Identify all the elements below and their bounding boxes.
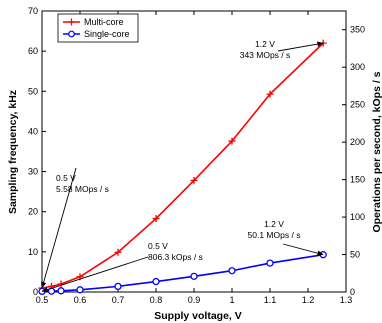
- x-tick-label: 0.6: [74, 295, 87, 305]
- y-tick-label: 60: [28, 46, 38, 56]
- annotation-text: 0.5 V 806.3 kOps / s: [148, 241, 203, 262]
- annotation-arrow: [41, 256, 149, 293]
- x-tick-label: 1: [229, 295, 234, 305]
- annotation-arrow: [277, 41, 324, 52]
- y-tick-label: 0: [33, 287, 38, 297]
- data-point: [152, 277, 160, 286]
- y-tick-label: 30: [28, 167, 38, 177]
- y2-tick-label: 300: [350, 62, 365, 72]
- annotation-arrow: [282, 243, 324, 256]
- x-tick-label: 0.5: [36, 295, 49, 305]
- legend-label: Single-core: [84, 29, 130, 39]
- data-point: [266, 259, 274, 267]
- legend-label: Multi-core: [84, 17, 124, 27]
- data-point: [76, 286, 84, 294]
- y-tick-label: 50: [28, 86, 38, 96]
- y2-tick-label: 0: [350, 287, 355, 297]
- data-point: [114, 248, 122, 256]
- annotation-text: 0.5 V 5.58 MOps / s: [56, 173, 109, 194]
- y2-tick-label: 350: [350, 25, 365, 35]
- y-tick-label: 10: [28, 247, 38, 257]
- x-axis-title: Supply voltage, V: [154, 310, 242, 322]
- data-point: [190, 272, 198, 280]
- data-point: [152, 215, 160, 223]
- y2-tick-label: 200: [350, 137, 365, 147]
- x-tick-label: 0.9: [188, 295, 201, 305]
- data-point: [266, 90, 274, 98]
- y-tick-label: 20: [28, 207, 38, 217]
- data-point: [190, 176, 198, 184]
- legend-marker: [68, 18, 75, 26]
- annotation-text: 1.2 V 50.1 MOps / s: [248, 219, 301, 240]
- plot-frame: [41, 10, 347, 293]
- data-point: [228, 267, 236, 275]
- data-point: [57, 287, 65, 295]
- series-line-single-core: [41, 253, 324, 293]
- data-point: [114, 282, 122, 291]
- annotation-arrow: [40, 167, 77, 289]
- x-tick-label: 1.1: [264, 295, 277, 305]
- x-tick-label: 0.7: [112, 295, 125, 305]
- y-axis-title: Sampling frequency, kHz: [7, 90, 19, 214]
- data-point: [228, 137, 236, 145]
- x-tick-label: 0.8: [150, 295, 163, 305]
- y-tick-label: 40: [28, 126, 38, 136]
- y2-tick-label: 100: [350, 212, 365, 222]
- y2-tick-label: 250: [350, 100, 365, 110]
- x-tick-label: 1.2: [302, 295, 315, 305]
- series-line-multi-core: [41, 42, 324, 289]
- legend-marker: [68, 30, 75, 38]
- data-point: [57, 280, 65, 288]
- x-tick-label: 1.3: [340, 295, 353, 305]
- y2-axis-title: Operations per second, kOps / s: [371, 71, 382, 232]
- y2-tick-label: 50: [350, 250, 360, 260]
- annotation-text: 1.2 V 343 MOps / s: [240, 39, 291, 60]
- y-tick-label: 70: [28, 6, 38, 16]
- y2-tick-label: 150: [350, 175, 365, 185]
